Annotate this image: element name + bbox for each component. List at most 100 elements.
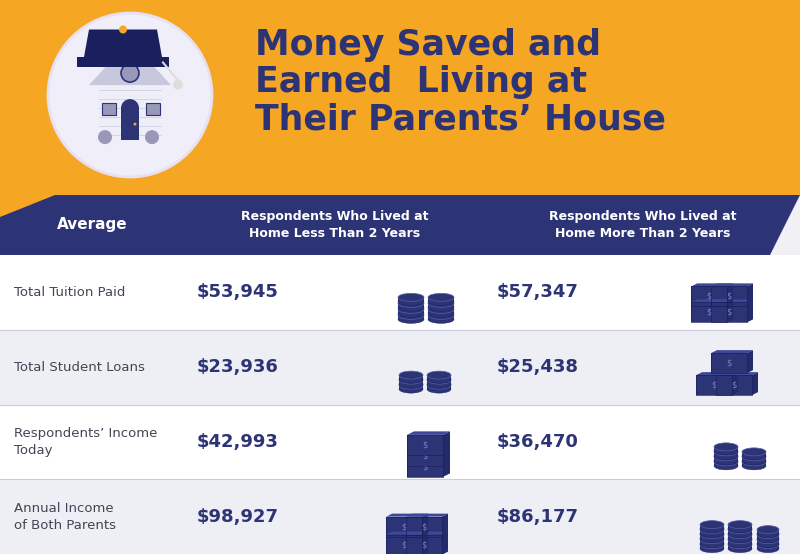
Ellipse shape	[714, 453, 738, 461]
Circle shape	[121, 64, 139, 82]
Text: Their Parents’ House: Their Parents’ House	[255, 102, 666, 136]
FancyBboxPatch shape	[0, 0, 800, 195]
Ellipse shape	[728, 541, 752, 548]
Ellipse shape	[700, 525, 724, 532]
Ellipse shape	[714, 447, 738, 455]
FancyBboxPatch shape	[398, 309, 424, 314]
Ellipse shape	[757, 531, 779, 538]
Ellipse shape	[714, 462, 738, 470]
Circle shape	[134, 122, 137, 126]
Ellipse shape	[742, 448, 766, 456]
FancyBboxPatch shape	[0, 479, 800, 554]
FancyBboxPatch shape	[386, 517, 422, 537]
Polygon shape	[0, 195, 55, 217]
FancyBboxPatch shape	[742, 452, 766, 456]
FancyBboxPatch shape	[691, 302, 727, 322]
Circle shape	[173, 80, 183, 90]
FancyBboxPatch shape	[696, 375, 732, 395]
Text: $: $	[706, 308, 712, 317]
Ellipse shape	[728, 525, 752, 532]
Ellipse shape	[700, 530, 724, 537]
Ellipse shape	[757, 535, 779, 542]
Text: $36,470: $36,470	[497, 433, 579, 451]
Text: $: $	[726, 308, 732, 317]
FancyBboxPatch shape	[714, 457, 738, 461]
FancyBboxPatch shape	[398, 304, 424, 307]
FancyBboxPatch shape	[700, 540, 724, 543]
Polygon shape	[711, 284, 753, 286]
FancyBboxPatch shape	[427, 375, 451, 379]
FancyBboxPatch shape	[700, 525, 724, 529]
Polygon shape	[727, 299, 734, 322]
Ellipse shape	[399, 375, 423, 383]
Polygon shape	[443, 432, 450, 455]
Text: Respondents Who Lived at
Home More Than 2 Years: Respondents Who Lived at Home More Than …	[549, 211, 736, 240]
FancyBboxPatch shape	[406, 517, 442, 537]
Ellipse shape	[427, 371, 451, 379]
FancyBboxPatch shape	[406, 535, 442, 554]
FancyBboxPatch shape	[714, 447, 738, 451]
FancyBboxPatch shape	[398, 315, 424, 319]
FancyBboxPatch shape	[716, 375, 752, 395]
Ellipse shape	[428, 294, 454, 301]
Text: $53,945: $53,945	[197, 284, 279, 301]
Ellipse shape	[700, 521, 724, 529]
Text: $: $	[711, 381, 717, 389]
FancyBboxPatch shape	[700, 535, 724, 538]
Text: Respondents’ Income
Today: Respondents’ Income Today	[14, 427, 158, 457]
Text: $: $	[706, 292, 712, 301]
Ellipse shape	[742, 462, 766, 470]
Text: Average: Average	[57, 218, 128, 233]
Polygon shape	[386, 514, 428, 517]
Polygon shape	[77, 57, 169, 66]
FancyBboxPatch shape	[728, 535, 752, 538]
FancyBboxPatch shape	[691, 286, 727, 306]
Ellipse shape	[728, 526, 752, 534]
Ellipse shape	[398, 309, 424, 317]
Ellipse shape	[757, 545, 779, 553]
FancyBboxPatch shape	[757, 540, 779, 543]
Polygon shape	[711, 299, 753, 302]
FancyBboxPatch shape	[711, 286, 747, 306]
FancyBboxPatch shape	[398, 297, 424, 301]
Text: Total Tuition Paid: Total Tuition Paid	[14, 286, 126, 299]
FancyBboxPatch shape	[0, 255, 800, 330]
Text: $: $	[402, 540, 407, 549]
Ellipse shape	[398, 294, 424, 301]
FancyBboxPatch shape	[386, 535, 422, 554]
FancyBboxPatch shape	[99, 85, 161, 140]
Polygon shape	[386, 532, 428, 535]
Ellipse shape	[742, 457, 766, 465]
Ellipse shape	[728, 531, 752, 538]
FancyBboxPatch shape	[0, 404, 800, 479]
Ellipse shape	[700, 536, 724, 543]
Ellipse shape	[398, 305, 424, 314]
Text: $: $	[422, 463, 428, 471]
FancyBboxPatch shape	[757, 530, 779, 534]
FancyBboxPatch shape	[700, 530, 724, 534]
Ellipse shape	[728, 530, 752, 537]
FancyBboxPatch shape	[399, 385, 423, 389]
Polygon shape	[443, 453, 450, 477]
Circle shape	[48, 13, 212, 177]
Text: Annual Income
of Both Parents: Annual Income of Both Parents	[14, 501, 116, 532]
Polygon shape	[442, 532, 448, 554]
Ellipse shape	[428, 311, 454, 319]
Ellipse shape	[728, 545, 752, 553]
Polygon shape	[443, 443, 450, 466]
Polygon shape	[407, 443, 450, 446]
FancyBboxPatch shape	[428, 309, 454, 314]
Text: $: $	[422, 440, 428, 449]
Ellipse shape	[428, 297, 454, 305]
FancyBboxPatch shape	[407, 457, 443, 477]
FancyBboxPatch shape	[711, 353, 747, 373]
Ellipse shape	[728, 521, 752, 529]
Ellipse shape	[428, 304, 454, 311]
Text: $42,993: $42,993	[197, 433, 279, 451]
Text: $98,927: $98,927	[197, 507, 279, 526]
Ellipse shape	[714, 452, 738, 460]
Ellipse shape	[427, 385, 451, 393]
Ellipse shape	[427, 380, 451, 388]
Polygon shape	[406, 514, 448, 517]
Ellipse shape	[742, 453, 766, 461]
